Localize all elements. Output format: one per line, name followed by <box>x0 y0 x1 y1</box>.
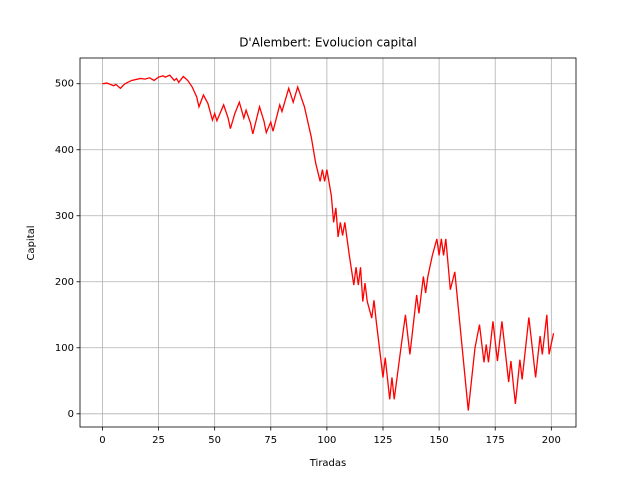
chart-title: D'Alembert: Evolucion capital <box>239 36 417 50</box>
y-tick-label: 400 <box>55 145 74 156</box>
x-tick-label: 50 <box>208 435 221 446</box>
x-tick-label: 25 <box>152 435 165 446</box>
x-tick-label: 125 <box>373 435 392 446</box>
y-tick-label: 0 <box>68 409 74 420</box>
x-axis-label: Tiradas <box>309 458 347 469</box>
x-tick-label: 0 <box>99 435 105 446</box>
plot-area: 0 25 50 75 100 125 150 175 200 0 100 200 300 400 500 <box>55 58 576 446</box>
x-tick-label: 75 <box>264 435 277 446</box>
y-axis-label: Capital <box>26 225 37 260</box>
axes-frame <box>79 57 577 428</box>
data-line <box>102 74 555 411</box>
x-tick-label: 100 <box>317 435 336 446</box>
x-tick-label: 175 <box>486 435 505 446</box>
y-tick-label: 300 <box>55 211 74 222</box>
x-tick-label: 150 <box>430 435 449 446</box>
x-tick-label: 200 <box>542 435 561 446</box>
y-tick-label: 100 <box>55 343 74 354</box>
y-tick-label: 500 <box>55 79 74 90</box>
y-tick-label: 200 <box>55 277 74 288</box>
